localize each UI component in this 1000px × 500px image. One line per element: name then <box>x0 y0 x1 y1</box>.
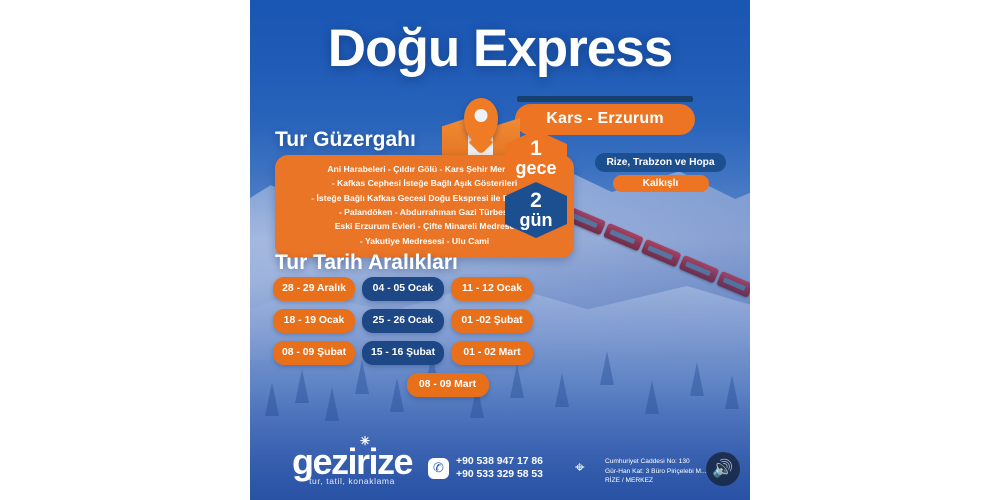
date-chip[interactable]: 04 - 05 Ocak <box>362 277 444 301</box>
phone-icon: ✆ <box>428 457 449 479</box>
itinerary-line: - Kafkas Cephesi İsteğe Bağlı Aşık Göste… <box>331 178 518 189</box>
route-badge-label: Kars - Erzurum <box>515 104 695 135</box>
itinerary-line: - Yakutiye Medresesi - Ulu Cami <box>359 235 490 246</box>
date-chip[interactable]: 01 - 02 Mart <box>451 341 533 365</box>
address-block: ⌖ Cumhuriyet Caddesi No: 130 Gür-Han Kat… <box>575 457 707 486</box>
date-row: 08 - 09 Şubat 15 - 16 Şubat 01 - 02 Mart <box>273 341 533 365</box>
nights-unit: gece <box>515 157 557 178</box>
date-chip[interactable]: 08 - 09 Mart <box>406 373 489 397</box>
date-row: 08 - 09 Mart <box>362 373 533 397</box>
date-chip[interactable]: 11 - 12 Ocak <box>451 277 533 301</box>
brand-logo: ✳ gezirize tur, tatil, konaklama <box>272 435 432 486</box>
itinerary-line: Ani Harabeleri - Çıldır Gölü - Kars Şehi… <box>327 164 522 174</box>
date-row: 28 - 29 Aralık 04 - 05 Ocak 11 - 12 Ocak <box>273 277 533 301</box>
page-title: Doğu Express <box>327 19 673 78</box>
dates-heading: Tur Tarih Aralıkları <box>275 251 458 274</box>
date-row: 18 - 19 Ocak 25 - 26 Ocak 01 -02 Şubat <box>273 309 533 333</box>
route-badge-bar <box>517 96 693 102</box>
itinerary-line: - İsteğe Bağlı Kafkas Gecesi Doğu Ekspre… <box>311 192 538 203</box>
location-pin-icon: ⌖ <box>575 458 585 478</box>
date-chip[interactable]: 08 - 09 Şubat <box>273 341 355 365</box>
address-line: RİZE / MERKEZ <box>605 477 653 485</box>
duration-badge-nights: 1 gece <box>505 130 567 186</box>
departure-cities: Rize, Trabzon ve Hopa <box>595 153 726 172</box>
days-count: 2 <box>530 189 542 213</box>
date-chip[interactable]: 01 -02 Şubat <box>451 309 533 333</box>
date-chip[interactable]: 28 - 29 Aralık <box>273 277 355 301</box>
itinerary-line: Eski Erzurum Evleri - Çifte Minareli Med… <box>334 221 515 232</box>
phone-number: +90 533 329 58 53 <box>456 469 543 481</box>
days-unit: gün <box>519 209 553 230</box>
brand-tagline: tur, tatil, konaklama <box>309 476 395 486</box>
date-chip[interactable]: 25 - 26 Ocak <box>362 309 444 333</box>
nights-count: 1 <box>530 137 542 161</box>
phone-contact[interactable]: ✆ +90 538 947 17 86 +90 533 329 58 53 <box>428 455 543 482</box>
duration-badges: 1 gece 2 gün <box>505 130 573 238</box>
itinerary-heading: Tur Güzergahı <box>275 128 416 151</box>
departure-label: Kalkışlı <box>612 175 709 192</box>
address-line: Cumhuriyet Caddesi No: 130 <box>605 457 690 465</box>
date-chip[interactable]: 18 - 19 Ocak <box>273 309 355 333</box>
phone-numbers: +90 538 947 17 86 +90 533 329 58 53 <box>456 455 543 482</box>
departure-info: Rize, Trabzon ve Hopa Kalkışlı <box>583 152 738 192</box>
date-range-grid: 28 - 29 Aralık 04 - 05 Ocak 11 - 12 Ocak… <box>273 277 533 405</box>
date-chip[interactable]: 15 - 16 Şubat <box>362 341 444 365</box>
duration-badge-days: 2 gün <box>505 182 567 238</box>
address-lines: Cumhuriyet Caddesi No: 130 Gür-Han Kat: … <box>605 457 707 486</box>
itinerary-line: - Palandöken - Abdurrahman Gazi Türbesi <box>338 207 511 218</box>
tour-poster: Doğu Express Kars - Erzurum Tur Güzergah… <box>250 0 750 500</box>
address-line: Gür-Han Kat: 3 Büro Piriçelebi M... <box>605 467 707 475</box>
sparkle-icon: ✳ <box>359 434 370 448</box>
route-badge: Kars - Erzurum <box>515 96 695 135</box>
volume-icon[interactable]: 🔊 <box>706 452 740 486</box>
phone-number: +90 538 947 17 86 <box>456 455 543 467</box>
poster-footer: ✳ gezirize tur, tatil, konaklama ✆ +90 5… <box>250 428 750 500</box>
brand-text: gezirize <box>291 441 414 482</box>
brand-name: ✳ gezirize <box>291 435 414 482</box>
